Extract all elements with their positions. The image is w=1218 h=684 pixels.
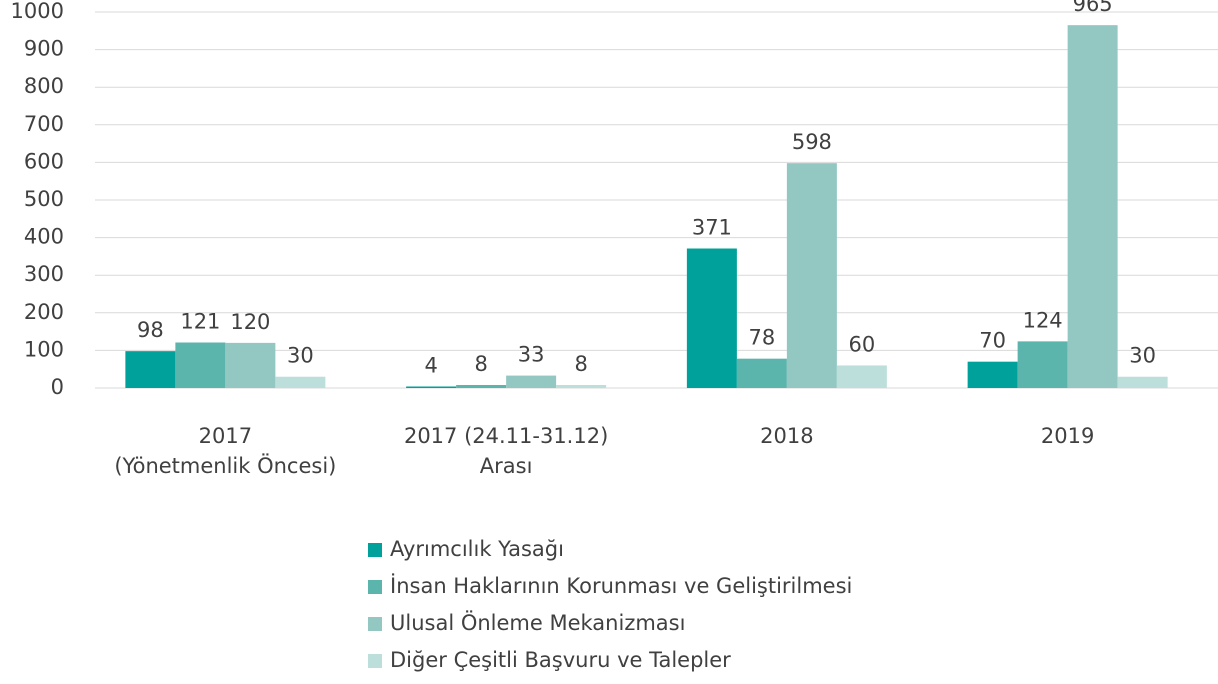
bar bbox=[175, 342, 226, 388]
data-label: 30 bbox=[1129, 344, 1156, 368]
legend-label: İnsan Haklarının Korunması ve Geliştiril… bbox=[390, 573, 852, 598]
data-label: 8 bbox=[474, 352, 487, 376]
y-tick-label: 500 bbox=[24, 187, 64, 211]
data-label: 120 bbox=[230, 310, 270, 334]
data-label: 124 bbox=[1023, 308, 1063, 332]
bar bbox=[786, 163, 837, 388]
bar bbox=[456, 384, 507, 388]
bar bbox=[275, 376, 326, 388]
bar bbox=[967, 361, 1018, 388]
legend-swatch bbox=[368, 580, 382, 594]
legend-swatch bbox=[368, 617, 382, 631]
data-label: 70 bbox=[979, 329, 1006, 353]
y-tick-label: 600 bbox=[24, 149, 64, 173]
data-label: 965 bbox=[1073, 0, 1113, 16]
data-label: 60 bbox=[849, 332, 876, 356]
data-label: 30 bbox=[287, 344, 314, 368]
bar bbox=[1067, 25, 1118, 388]
y-tick-label: 200 bbox=[24, 300, 64, 324]
bar bbox=[1117, 376, 1168, 388]
y-tick-label: 100 bbox=[24, 337, 64, 361]
y-tick-label: 1000 bbox=[11, 0, 64, 23]
bar bbox=[556, 384, 607, 388]
x-tick-label: 2017 (24.11-31.12) Arası bbox=[404, 424, 608, 478]
bar bbox=[506, 375, 557, 388]
bar bbox=[125, 351, 176, 388]
legend-label: Ayrımcılık Yasağı bbox=[390, 537, 564, 561]
legend-label: Ulusal Önleme Mekanizması bbox=[390, 610, 685, 635]
legend-label: Diğer Çeşitli Başvuru ve Talepler bbox=[390, 648, 731, 672]
y-tick-label: 700 bbox=[24, 112, 64, 136]
bar bbox=[686, 248, 737, 388]
data-label: 33 bbox=[518, 343, 545, 367]
bar bbox=[225, 342, 276, 388]
y-tick-label: 0 bbox=[51, 375, 64, 399]
data-label: 598 bbox=[792, 130, 832, 154]
data-label: 121 bbox=[180, 310, 220, 334]
bar bbox=[736, 358, 787, 388]
x-tick-label: 2017 (Yönetmenlik Öncesi) bbox=[114, 424, 336, 478]
data-label: 98 bbox=[137, 318, 164, 342]
bar bbox=[406, 386, 457, 388]
data-label: 8 bbox=[574, 352, 587, 376]
data-label: 371 bbox=[692, 216, 732, 240]
legend-swatch bbox=[368, 543, 382, 557]
bar bbox=[836, 365, 887, 388]
y-tick-label: 300 bbox=[24, 262, 64, 286]
bar bbox=[1017, 341, 1068, 388]
x-tick-label: 2018 bbox=[760, 424, 813, 448]
y-tick-label: 800 bbox=[24, 74, 64, 98]
x-tick-label: 2019 bbox=[1041, 424, 1094, 448]
data-label: 4 bbox=[424, 353, 437, 377]
y-tick-label: 400 bbox=[24, 225, 64, 249]
legend-swatch bbox=[368, 654, 382, 668]
data-label: 78 bbox=[749, 326, 776, 350]
y-tick-label: 900 bbox=[24, 37, 64, 61]
